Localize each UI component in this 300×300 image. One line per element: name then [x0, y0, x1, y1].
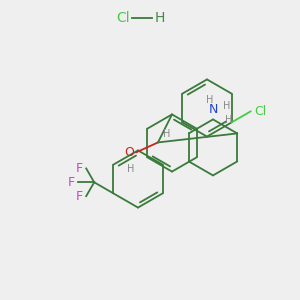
Text: F: F: [68, 176, 75, 189]
Text: Cl: Cl: [116, 11, 130, 25]
Text: Cl: Cl: [254, 105, 266, 118]
Text: O: O: [124, 146, 134, 159]
Text: F: F: [76, 162, 83, 175]
Text: H: H: [163, 129, 170, 140]
Text: H: H: [155, 11, 165, 25]
Text: F: F: [76, 190, 83, 202]
Text: H: H: [127, 164, 135, 174]
Text: H: H: [225, 116, 232, 125]
Text: H: H: [223, 101, 230, 111]
Text: N: N: [208, 103, 218, 116]
Text: H: H: [206, 95, 214, 105]
